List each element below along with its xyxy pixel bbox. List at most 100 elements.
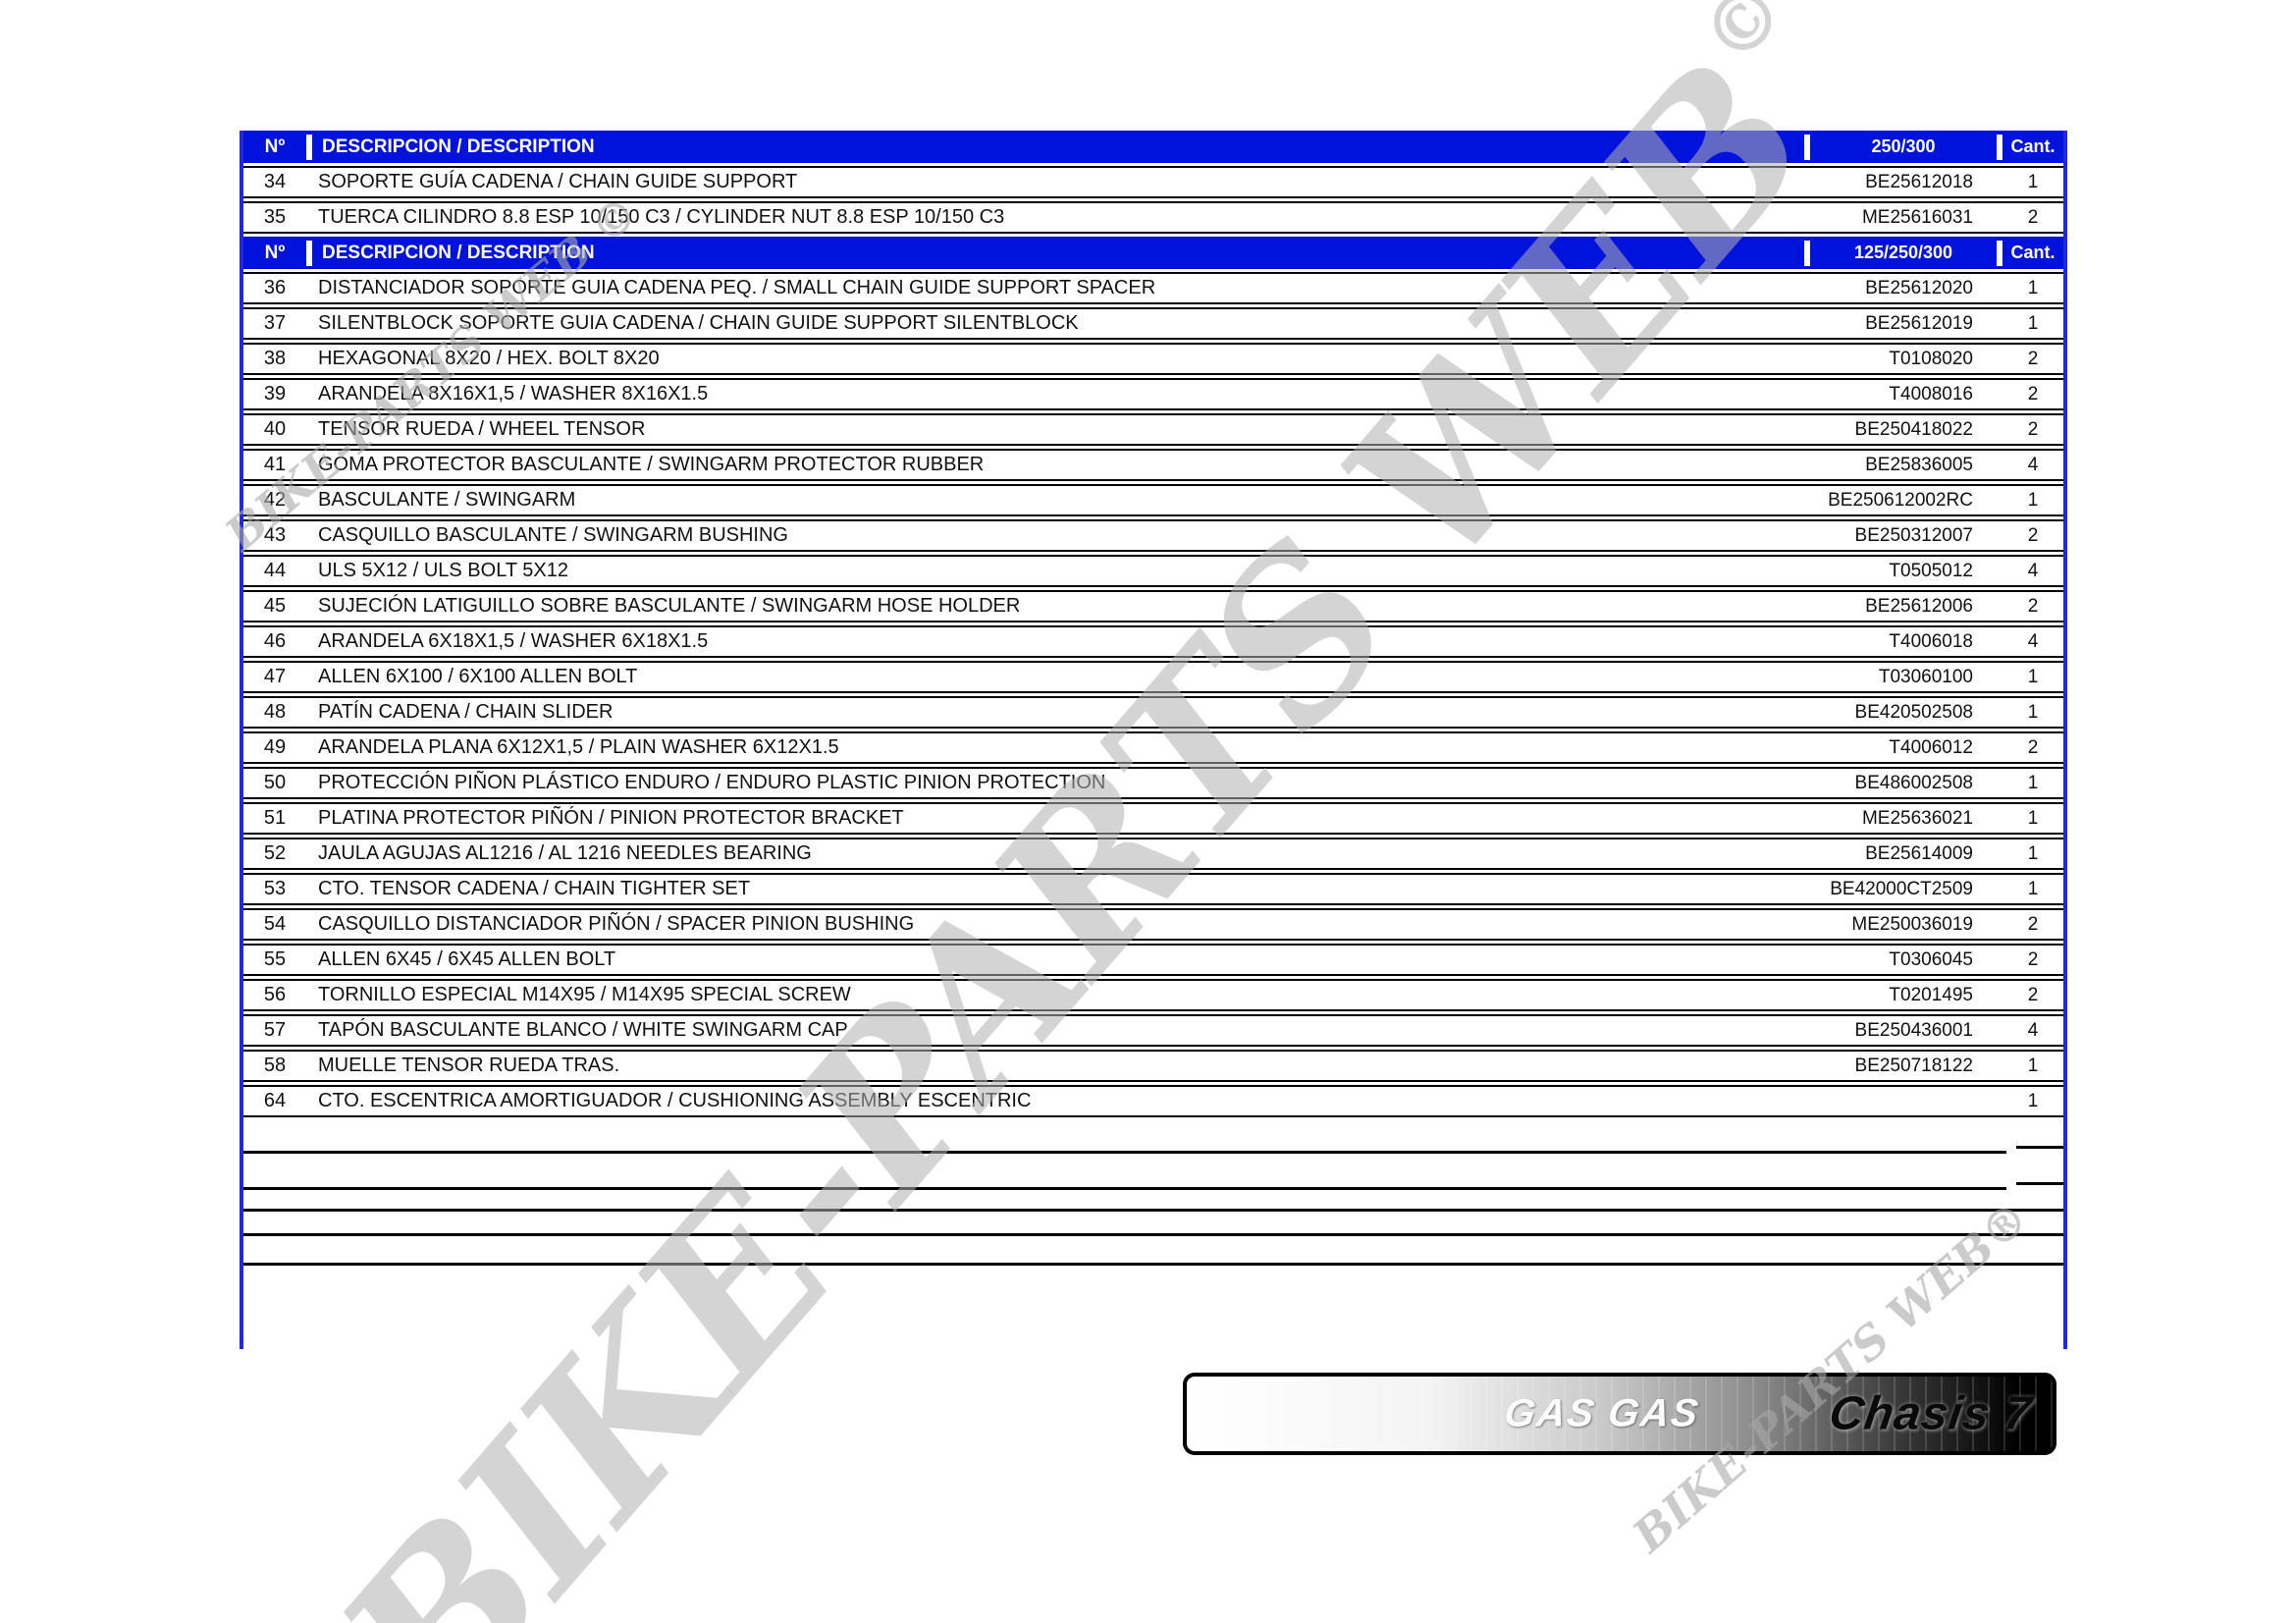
description-cell: ALLEN 6X100 / 6X100 ALLEN BOLT — [318, 666, 638, 687]
quantity-cell: 1 — [2027, 171, 2039, 192]
header-description-label: DESCRIPCION / DESCRIPTION — [322, 242, 595, 263]
table-row: 39 ARANDELA 8X16X1,5 / WASHER 8X16X1.5 T40… — [243, 378, 2063, 410]
header-separator-bar — [306, 134, 312, 160]
header-separator-bar — [1997, 134, 2002, 160]
part-ref-cell: T4008016 — [1889, 383, 1973, 405]
table-row: 64 CTO. ESCENTRICA AMORTIGUADOR / CUSHION… — [243, 1085, 2063, 1117]
description-cell: DISTANCIADOR SOPORTE GUIA CADENA PEQ. / … — [318, 277, 1156, 298]
quantity-cell: 4 — [2027, 560, 2039, 581]
row-number-cell: 48 — [263, 701, 287, 723]
quantity-cell: 2 — [2027, 524, 2039, 546]
description-cell: JAULA AGUJAS AL1216 / AL 1216 NEEDLES BE… — [318, 842, 812, 864]
description-cell: TENSOR RUEDA / WHEEL TENSOR — [318, 418, 646, 440]
part-ref-cell: T4006018 — [1889, 630, 1973, 652]
table-header-125-250-300: Nº DESCRIPCION / DESCRIPTION 125/250/300… — [243, 237, 2063, 269]
part-ref-cell: BE250612002RC — [1828, 489, 1973, 511]
quantity-cell: 2 — [2027, 984, 2039, 1005]
empty-row — [243, 1120, 2063, 1154]
description-cell: CASQUILLO DISTANCIADOR PIÑÓN / SPACER PI… — [318, 913, 915, 935]
table-row: 54 CASQUILLO DISTANCIADOR PIÑÓN / SPACER … — [243, 908, 2063, 941]
parts-table: Nº DESCRIPCION / DESCRIPTION 250/300 Can… — [240, 131, 2067, 1349]
quantity-cell: 2 — [2027, 348, 2039, 369]
row-number-cell: 34 — [263, 171, 287, 192]
table-row: 41 GOMA PROTECTOR BASCULANTE / SWINGARM P… — [243, 449, 2063, 481]
quantity-cell: 2 — [2027, 736, 2039, 758]
quantity-cell: 2 — [2027, 383, 2039, 405]
description-cell: SILENTBLOCK SOPORTE GUIA CADENA / CHAIN … — [318, 312, 1079, 334]
table-row: 48 PATÍN CADENA / CHAIN SLIDER BE420502508… — [243, 696, 2063, 729]
part-ref-cell: BE25612019 — [1865, 312, 1973, 334]
row-number-cell: 50 — [263, 772, 287, 793]
row-number-cell: 47 — [263, 666, 287, 687]
table-row: 36 DISTANCIADOR SOPORTE GUIA CADENA PEQ. … — [243, 272, 2063, 304]
row-number-cell: 56 — [263, 984, 287, 1005]
table-row: 49 ARANDELA PLANA 6X12X1,5 / PLAIN WASHER… — [243, 731, 2063, 764]
quantity-cell: 1 — [2027, 1055, 2039, 1076]
table-row: 55 ALLEN 6X45 / 6X45 ALLEN BOLT T0306045 2 — [243, 944, 2063, 976]
part-ref-cell: BE420502508 — [1854, 701, 1973, 723]
description-cell: CASQUILLO BASCULANTE / SWINGARM BUSHING — [318, 524, 788, 546]
quantity-cell: 2 — [2027, 418, 2039, 440]
part-ref-cell: T0108020 — [1889, 348, 1973, 369]
part-ref-cell: BE250312007 — [1854, 524, 1973, 546]
table-row: 35 TUERCA CILINDRO 8.8 ESP 10/150 C3 / CY… — [243, 201, 2063, 234]
empty-row — [243, 1157, 2063, 1190]
quantity-cell: 1 — [2027, 489, 2039, 511]
description-cell: TORNILLO ESPECIAL M14X95 / M14X95 SPECIA… — [318, 984, 851, 1005]
part-ref-cell: ME250036019 — [1851, 913, 1973, 935]
row-divider — [243, 1187, 2006, 1190]
part-ref-cell: T0306045 — [1889, 948, 1973, 970]
table-row: 53 CTO. TENSOR CADENA / CHAIN TIGHTER SET… — [243, 873, 2063, 905]
description-cell: ULS 5X12 / ULS BOLT 5X12 — [318, 560, 568, 581]
header-separator-bar — [1804, 240, 1810, 266]
rows-block-2: 36 DISTANCIADOR SOPORTE GUIA CADENA PEQ. … — [243, 272, 2063, 1117]
row-number-cell: 42 — [263, 489, 287, 511]
part-ref-cell: BE25612006 — [1865, 595, 1973, 617]
part-ref-cell: BE25836005 — [1865, 454, 1973, 475]
quantity-cell: 2 — [2027, 206, 2039, 228]
description-cell: ARANDELA 8X16X1,5 / WASHER 8X16X1.5 — [318, 383, 709, 405]
quantity-cell: 2 — [2027, 913, 2039, 935]
row-number-cell: 40 — [263, 418, 287, 440]
header-quantity-label: Cant. — [2010, 136, 2056, 156]
description-cell: GOMA PROTECTOR BASCULANTE / SWINGARM PRO… — [318, 454, 985, 475]
table-row: 57 TAPÓN BASCULANTE BLANCO / WHITE SWINGA… — [243, 1014, 2063, 1047]
row-number-cell: 36 — [263, 277, 287, 298]
banner-gradient-texture — [1187, 1377, 2053, 1451]
table-row: 47 ALLEN 6X100 / 6X100 ALLEN BOLT T0306010… — [243, 661, 2063, 693]
header-model-label: 125/250/300 — [1853, 243, 1953, 262]
part-ref-cell: T03060100 — [1878, 666, 1973, 687]
copyright-icon: © — [1682, 0, 1802, 82]
row-number-cell: 57 — [263, 1019, 287, 1041]
table-row: 58 MUELLE TENSOR RUEDA TRAS. BE250718122 1 — [243, 1050, 2063, 1082]
table-row: 50 PROTECCIÓN PIÑON PLÁSTICO ENDURO / END… — [243, 767, 2063, 799]
description-cell: PLATINA PROTECTOR PIÑÓN / PINION PROTECT… — [318, 807, 904, 829]
row-number-cell: 58 — [263, 1055, 287, 1076]
row-number-cell: 44 — [263, 560, 287, 581]
rows-block-1: 34 SOPORTE GUÍA CADENA / CHAIN GUIDE SUPP… — [243, 166, 2063, 234]
table-row: 51 PLATINA PROTECTOR PIÑÓN / PINION PROTE… — [243, 802, 2063, 835]
description-cell: CTO. ESCENTRICA AMORTIGUADOR / CUSHIONIN… — [318, 1090, 1032, 1111]
row-number-cell: 38 — [263, 348, 287, 369]
table-row: 42 BASCULANTE / SWINGARM BE250612002RC 1 — [243, 484, 2063, 516]
empty-row — [243, 1209, 2063, 1236]
part-ref-cell: T0505012 — [1889, 560, 1973, 581]
header-quantity-label: Cant. — [2010, 243, 2056, 262]
chapter-title: Chasis 7 — [1825, 1387, 2035, 1440]
quantity-cell: 1 — [2027, 1090, 2039, 1111]
brand-logo-text: GAS GAS — [1502, 1391, 1703, 1435]
quantity-cell: 1 — [2027, 772, 2039, 793]
table-row: 45 SUJECIÓN LATIGUILLO SOBRE BASCULANTE /… — [243, 590, 2063, 622]
table-row: 37 SILENTBLOCK SOPORTE GUIA CADENA / CHAI… — [243, 307, 2063, 340]
row-number-cell: 46 — [263, 630, 287, 652]
row-number-cell: 39 — [263, 383, 287, 405]
quantity-cell: 1 — [2027, 807, 2039, 829]
row-number-cell: 49 — [263, 736, 287, 758]
table-row: 56 TORNILLO ESPECIAL M14X95 / M14X95 SPEC… — [243, 979, 2063, 1011]
row-number-cell: 41 — [263, 454, 287, 475]
row-number-cell: 43 — [263, 524, 287, 546]
header-separator-bar — [1997, 240, 2002, 266]
table-row: 43 CASQUILLO BASCULANTE / SWINGARM BUSHIN… — [243, 519, 2063, 552]
chapter-banner: GAS GAS Chasis 7 — [1183, 1373, 2056, 1455]
description-cell: SOPORTE GUÍA CADENA / CHAIN GUIDE SUPPOR… — [318, 171, 798, 192]
